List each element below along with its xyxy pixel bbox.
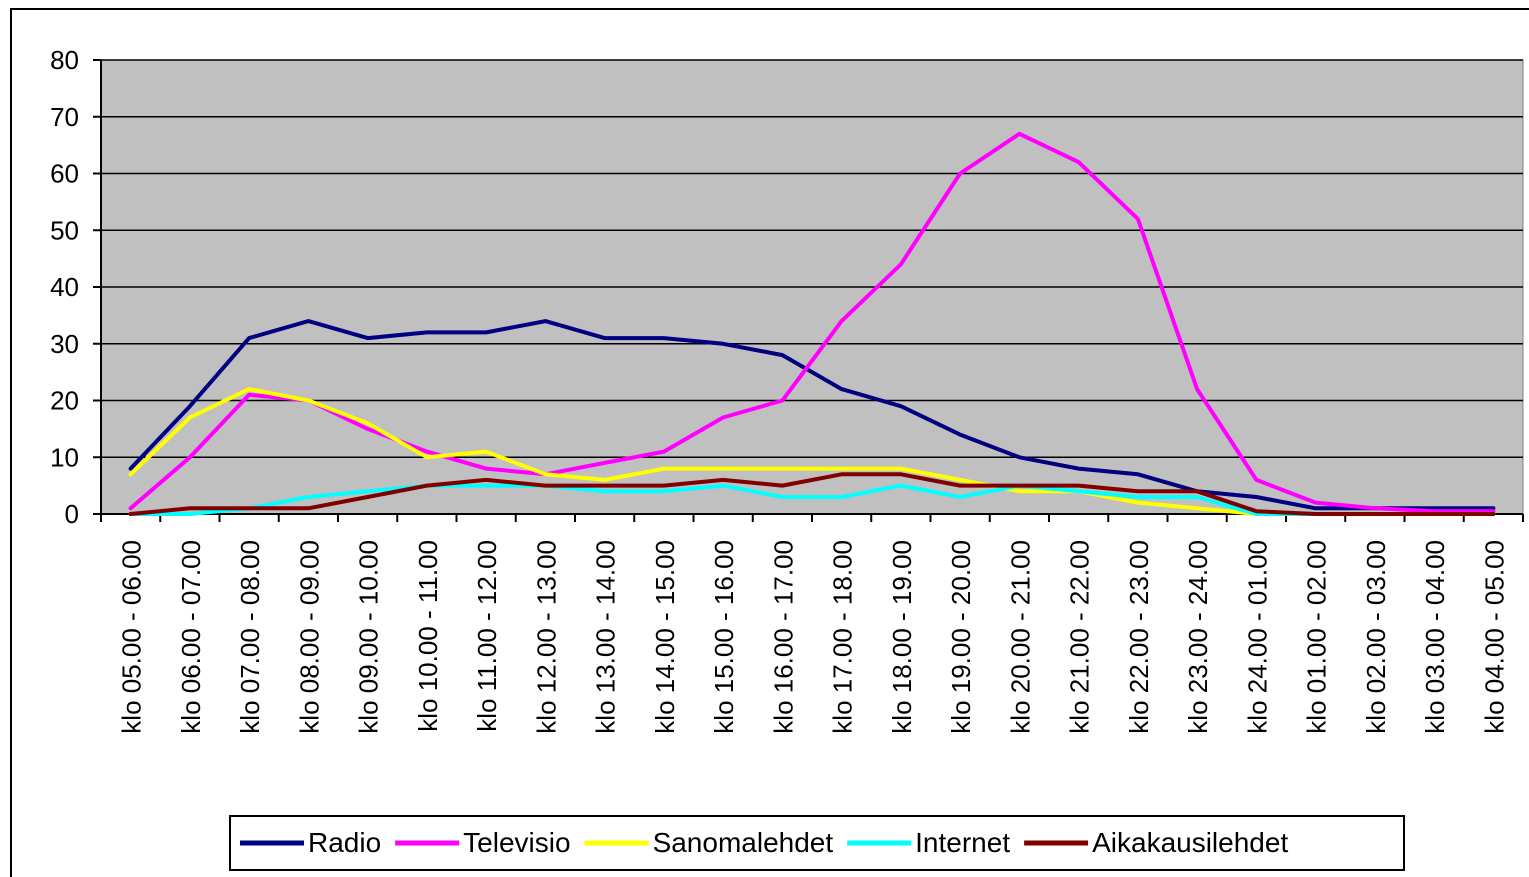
x-tick-label: klo 18.00 - 19.00 (887, 540, 917, 734)
series-line-televisio (128, 131, 1496, 514)
y-tick-label: 0 (65, 499, 79, 529)
y-axis-tick-labels: 0 10 20 30 40 50 60 70 80 (50, 45, 79, 529)
legend-label-aikakausilehdet: Aikakausilehdet (1092, 827, 1288, 858)
x-tick-label: klo 24.00 - 01.00 (1242, 540, 1272, 734)
x-tick-label: klo 15.00 - 16.00 (709, 540, 739, 734)
x-tick-label: klo 20.00 - 21.00 (1005, 540, 1035, 734)
legend-label-sanomalehdet: Sanomalehdet (653, 827, 834, 858)
series-line-internet (128, 483, 1496, 516)
series-lines (128, 131, 1496, 516)
x-tick-label: klo 02.00 - 03.00 (1361, 540, 1391, 734)
x-tick-label: klo 21.00 - 22.00 (1065, 540, 1095, 734)
x-tick-label: klo 09.00 - 10.00 (354, 540, 384, 734)
x-tick-label: klo 03.00 - 04.00 (1420, 540, 1450, 734)
x-tick-label: klo 07.00 - 08.00 (235, 540, 265, 734)
x-tick-label: klo 14.00 - 15.00 (650, 540, 680, 734)
x-tick-label: klo 05.00 - 06.00 (117, 540, 147, 734)
x-tick-label: klo 23.00 - 24.00 (1183, 540, 1213, 734)
y-tick-label: 70 (50, 102, 79, 132)
x-axis-tick-labels: klo 05.00 - 06.00 klo 06.00 - 07.00 klo 07… (117, 540, 1510, 734)
x-tick-label: klo 11.00 - 12.00 (472, 540, 502, 732)
x-tick-label: klo 06.00 - 07.00 (176, 540, 206, 734)
x-tick-label: klo 10.00 - 11.00 (413, 540, 443, 732)
y-tick-label: 20 (50, 386, 79, 416)
series-line-aikakausilehdet (128, 472, 1496, 516)
legend-label-internet: Internet (915, 827, 1010, 858)
y-tick-label: 30 (50, 329, 79, 359)
gridlines (93, 59, 1523, 515)
chart-frame (10, 8, 1529, 877)
y-tick-label: 40 (50, 272, 79, 302)
x-tick-label: klo 01.00 - 02.00 (1302, 540, 1332, 734)
y-tick-label: 10 (50, 442, 79, 472)
legend-label-televisio: Televisio (463, 827, 570, 858)
x-tick-label: klo 12.00 - 13.00 (531, 540, 561, 734)
legend-label-radio: Radio (308, 827, 381, 858)
x-tick-label: klo 04.00 - 05.00 (1479, 540, 1509, 734)
x-tick-label: klo 13.00 - 14.00 (591, 540, 621, 734)
series-line-radio (128, 319, 1496, 511)
x-tick-label: klo 16.00 - 17.00 (768, 540, 798, 734)
x-tick-label: klo 08.00 - 09.00 (294, 540, 324, 734)
legend: Radio Televisio Sanomalehdet Internet Aikaka… (229, 815, 1405, 871)
y-tick-label: 60 (50, 159, 79, 189)
y-tick-label: 50 (50, 215, 79, 245)
x-tick-label: klo 22.00 - 23.00 (1124, 540, 1154, 734)
y-tick-label: 80 (50, 45, 79, 75)
x-tick-label: klo 17.00 - 18.00 (828, 540, 858, 734)
x-tick-label: klo 19.00 - 20.00 (946, 540, 976, 734)
